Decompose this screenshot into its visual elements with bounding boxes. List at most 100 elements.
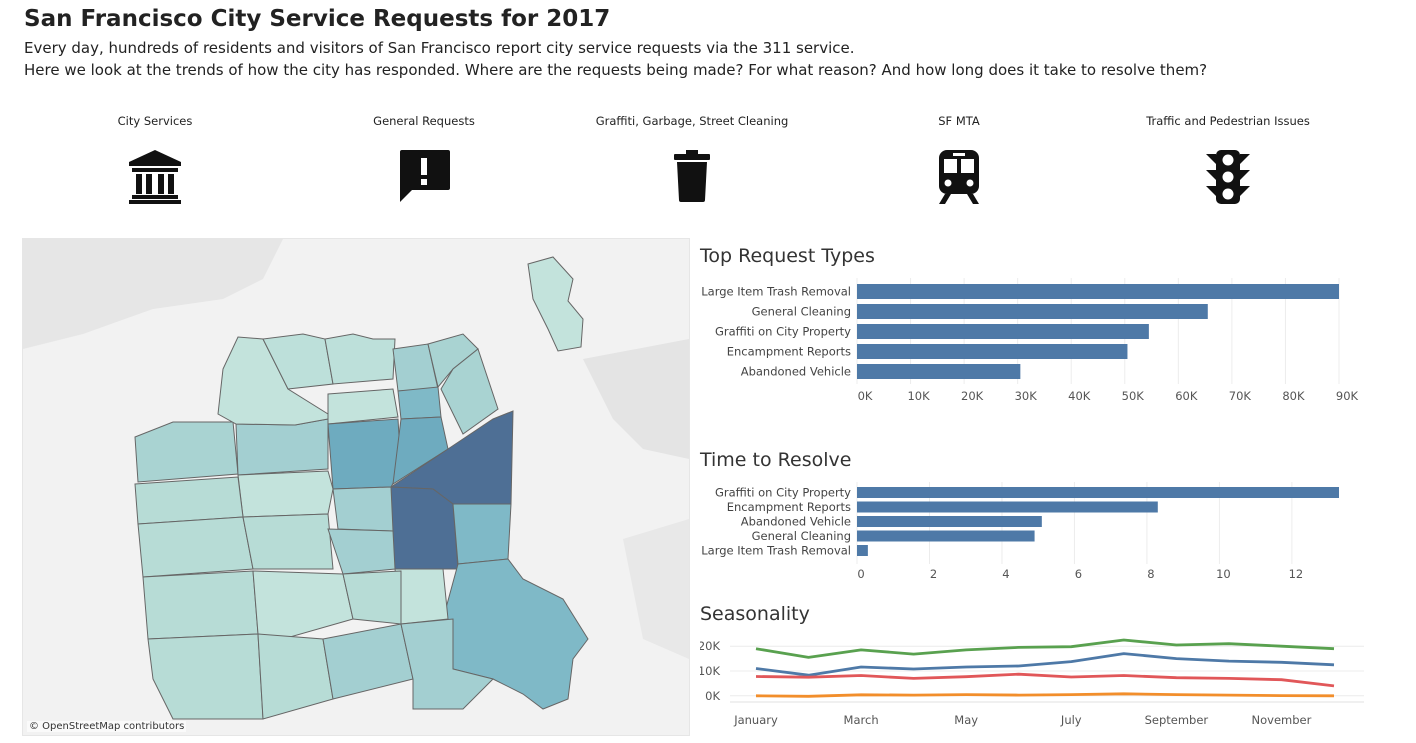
x-tick-label: 2 [930,567,937,581]
category-label: Encampment Reports [727,500,851,514]
x-tick-label: January [733,713,778,727]
category-general-requests[interactable]: General Requests [294,114,554,204]
train-icon[interactable] [933,150,985,204]
district-nob-hill[interactable] [397,386,442,420]
x-tick-label: September [1145,713,1209,727]
x-tick-label: July [1060,713,1082,727]
x-tick-label: 12 [1289,567,1304,581]
marin-land [23,239,283,349]
category-label: General Cleaning [752,305,851,319]
category-label: Large Item Trash Removal [701,285,851,299]
district-western-addition[interactable] [327,418,402,490]
x-tick-label: 90K [1336,389,1359,403]
top-request-types-chart[interactable]: 0K 10K 20K 30K 40K 50K 60K 70K 80K 90K Large Item … [700,278,1400,408]
category-label: Traffic and Pedestrian Issues [1146,114,1310,128]
sf-neighborhood-map[interactable]: © OpenStreetMap contributors [22,238,690,736]
district-visitacion[interactable] [400,618,494,710]
y-tick-label: 20K [700,639,720,653]
bar [857,344,1128,359]
bar [857,501,1158,513]
x-tick-label: 70K [1229,389,1252,403]
x-tick-label: 40K [1068,389,1091,403]
district-presidio-heights[interactable] [262,333,334,390]
x-tick-label: March [844,713,879,727]
x-tick-label: 20K [961,389,984,403]
category-label: General Cleaning [752,529,851,543]
bar [857,324,1149,339]
district-lakeshore[interactable] [147,633,264,720]
category-label: Large Item Trash Removal [701,544,851,558]
district-outer-sunset[interactable] [137,516,254,578]
x-tick-label: 50K [1122,389,1145,403]
bar [857,304,1208,319]
traffic-light-icon[interactable] [1202,150,1254,204]
x-tick-label: 10K [907,389,930,403]
bar [857,364,1021,379]
trash-can-icon[interactable] [666,150,718,204]
bar [857,516,1042,527]
bar [857,284,1339,299]
category-sf-mta[interactable]: SF MTA [829,114,1089,204]
subtitle-line-1: Every day, hundreds of residents and vis… [24,39,855,57]
x-tick-label: 30K [1015,389,1038,403]
district-cow-hollow[interactable] [327,388,399,425]
category-traffic-pedestrian[interactable]: Traffic and Pedestrian Issues [1098,114,1358,204]
district-outer-sunset-north[interactable] [134,476,244,525]
series-line-3 [755,672,1335,688]
category-label: Encampment Reports [727,345,851,359]
category-label: Abandoned Vehicle [741,515,851,529]
alert-message-icon[interactable] [398,150,450,204]
district-inner-sunset[interactable] [242,513,334,570]
x-tick-label: 80K [1282,389,1305,403]
x-tick-label: May [954,713,978,727]
bar [857,487,1339,498]
category-city-services[interactable]: City Services [25,114,285,204]
x-tick-label: 4 [1002,567,1009,581]
time-to-resolve-chart[interactable]: 0 2 4 6 8 10 12 Graffiti on City PropertyEncamp… [700,482,1400,582]
category-label: Abandoned Vehicle [741,365,851,379]
seasonality-title: Seasonality [700,603,810,625]
series-line-4 [755,692,1335,698]
district-golden-gate-park[interactable] [237,470,334,518]
category-graffiti-garbage[interactable]: Graffiti, Garbage, Street Cleaning [562,114,822,204]
district-marina[interactable] [324,333,396,385]
district-noe-valley[interactable] [394,568,449,625]
choropleth-map[interactable] [23,239,689,735]
x-tick-label: 60K [1175,389,1198,403]
x-tick-label: 0 [857,567,864,581]
district-twin-peaks[interactable] [252,570,354,640]
series-line-1 [755,638,1335,659]
district-outer-richmond[interactable] [134,421,239,483]
bar [857,530,1035,542]
category-label: SF MTA [938,114,980,128]
category-label: General Requests [373,114,475,128]
subtitle-line-2: Here we look at the trends of how the ci… [24,61,1208,79]
district-parkside[interactable] [142,570,259,640]
x-tick-label: 8 [1147,567,1154,581]
series-line-2 [755,652,1335,677]
district-presidio[interactable] [217,336,329,426]
map-credit: © OpenStreetMap contributors [27,721,187,732]
east-bay-land [583,339,689,459]
district-haight[interactable] [332,486,394,532]
page-title: San Francisco City Service Requests for … [24,6,611,32]
category-label: Graffiti on City Property [715,486,851,500]
seasonality-chart[interactable]: 0K 10K 20K January March May July September Nove… [700,636,1400,736]
treasure-island[interactable] [527,256,584,352]
district-potrero-hill[interactable] [452,503,512,565]
district-inner-richmond[interactable] [235,418,329,476]
x-tick-label: 10 [1216,567,1231,581]
y-tick-label: 10K [700,664,720,678]
category-label: Graffiti on City Property [715,325,851,339]
page-subtitle: Every day, hundreds of residents and vis… [24,37,1207,81]
district-financial[interactable] [440,348,499,435]
x-tick-label: 6 [1075,567,1082,581]
x-tick-label: November [1252,713,1312,727]
category-label: Graffiti, Garbage, Street Cleaning [595,114,789,128]
city-hall-icon[interactable] [129,150,181,204]
top-request-types-title: Top Request Types [700,245,875,267]
y-tick-label: 0K [705,689,720,703]
bay-land [623,519,689,659]
time-to-resolve-title: Time to Resolve [700,449,852,471]
bar [857,545,868,556]
